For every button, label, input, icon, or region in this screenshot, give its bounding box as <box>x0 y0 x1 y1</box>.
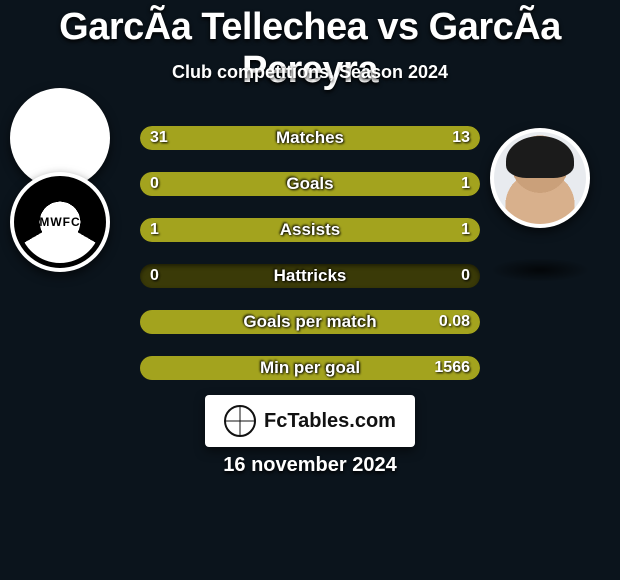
page-subtitle: Club competitions, Season 2024 <box>0 62 620 83</box>
fctables-banner[interactable]: FcTables.com <box>205 395 415 447</box>
stat-value-left: 0 <box>150 264 159 288</box>
stat-bars-container: 3113Matches 01Goals 11Assists 0 0Hattricks 0.… <box>140 126 480 402</box>
stat-fill-left <box>140 218 310 242</box>
stat-fill-right <box>140 310 480 334</box>
stat-row: 11Assists <box>140 218 480 242</box>
right-player-avatar <box>490 128 590 228</box>
stat-fill-right <box>378 126 480 150</box>
face-icon <box>494 132 586 224</box>
stat-row: 0 0Hattricks <box>140 264 480 288</box>
hair-icon <box>506 136 574 178</box>
stat-label: Hattricks <box>140 264 480 288</box>
footer-date: 16 november 2024 <box>0 454 620 477</box>
stat-fill-right <box>310 218 480 242</box>
banner-text: FcTables.com <box>264 410 396 433</box>
stat-row: 01Goals <box>140 172 480 196</box>
stat-fill-right <box>140 356 480 380</box>
stat-row: 3113Matches <box>140 126 480 150</box>
globe-icon <box>224 405 256 437</box>
right-club-shadow <box>490 258 590 282</box>
stat-fill-right <box>140 172 480 196</box>
stat-value-right: 0 <box>461 264 470 288</box>
left-club-code: MWFC <box>10 172 110 272</box>
stat-row: 0.08Goals per match <box>140 310 480 334</box>
left-club-badge: MWFC <box>10 172 110 272</box>
stat-row: 1566Min per goal <box>140 356 480 380</box>
stat-fill-left <box>140 126 378 150</box>
